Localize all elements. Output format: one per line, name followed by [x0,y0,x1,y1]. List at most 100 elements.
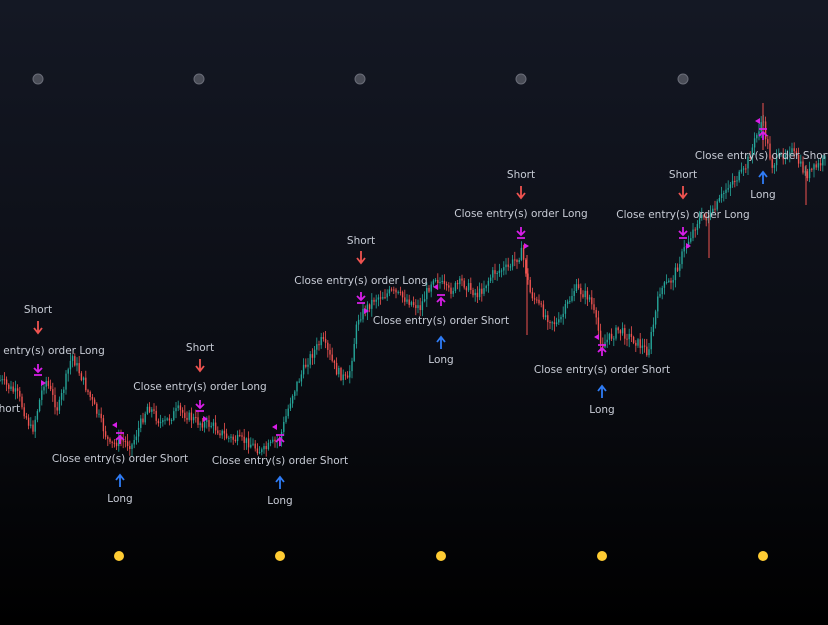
candle-body [131,444,133,449]
candle-body [322,337,325,339]
close-flag [272,424,277,430]
candle-body [12,386,14,392]
candle-body [727,188,729,190]
close-short-label: Close entry(s) order Short [534,364,670,376]
candle-body [481,288,483,294]
close-short-marker [758,128,768,140]
candle-body [533,298,536,300]
candle-body [324,338,327,343]
close-long-label: Close entry(s) order Long [294,275,427,287]
candle-body [522,247,525,260]
candle-body [531,292,534,299]
candle-body [399,291,402,293]
candle-body [434,279,437,281]
candle-body [430,284,432,292]
candle-body [280,431,283,441]
candle-body [498,270,501,273]
candlestick-series [0,103,826,457]
candle-body [166,418,168,420]
candle-body [96,403,98,414]
short-label: Short [507,169,535,181]
bottom-dot [114,551,124,561]
candle-body [419,305,421,311]
close-long-label: Close entry(s) order Long [133,381,266,393]
candle-body [740,169,743,172]
candle-body [575,284,578,292]
candle-body [217,430,219,434]
candle-body [355,324,358,344]
candle-body [190,412,193,421]
short-arrow [195,359,205,373]
close-flag [364,308,369,314]
candle-body [668,280,670,282]
candle-body [701,214,703,219]
long-arrow [758,170,768,184]
candle-body [412,302,415,306]
candle-body [448,285,450,288]
candle-body [712,208,714,213]
candle-body [516,259,518,263]
candle-body [151,409,153,412]
candle-body [170,420,173,422]
candle-body [91,397,94,400]
candle-body [333,360,336,363]
candle-body [346,375,349,378]
candle-body [672,280,674,283]
candle-body [408,299,410,305]
candle-body [34,419,36,432]
candle-body [445,283,448,286]
candle-body [751,147,754,159]
candle-body [694,229,696,231]
candle-body [553,322,556,325]
candle-body [652,324,655,332]
close-long-marker [356,292,366,304]
candle-body [670,280,672,283]
candle-body [390,289,393,291]
candle-body [657,296,659,312]
candle-body [177,405,179,409]
candle-body [3,379,6,381]
candle-body [80,373,83,381]
candle-body [494,270,496,274]
long-arrow [597,384,607,398]
candle-body [558,319,560,323]
candle-body [179,405,182,410]
candle-body [646,346,648,356]
candle-body [514,259,516,261]
candle-body [49,385,52,390]
candle-body [551,322,553,324]
candle-body [815,164,817,168]
candle-body [159,422,162,424]
candle-body [562,313,564,317]
candle-body [395,289,397,293]
candle-body [371,299,373,309]
candle-body [382,297,384,299]
top-dot [193,73,205,85]
candle-body [85,377,87,391]
candle-body [212,422,215,426]
candle-body [100,413,102,419]
long-label: Long [428,354,453,366]
candle-body [142,418,144,423]
candle-body [771,158,773,168]
candle-body [681,251,683,265]
candle-body [148,406,151,412]
candle-body [302,364,305,375]
candle-body [144,413,146,423]
candle-body [507,264,509,267]
candle-body [313,349,316,358]
candle-body [287,408,289,417]
candle-body [450,287,452,294]
candle-body [21,396,23,408]
candle-body [566,301,569,304]
candle-body [415,305,417,309]
short-label: Short [347,235,375,247]
long-label: Long [107,493,132,505]
close-short-marker [436,294,446,306]
candle-body [56,407,58,411]
candle-body [683,247,685,252]
candle-body [320,337,322,346]
candle-body [474,292,476,296]
candle-body [595,310,597,318]
order-markers [33,118,768,489]
